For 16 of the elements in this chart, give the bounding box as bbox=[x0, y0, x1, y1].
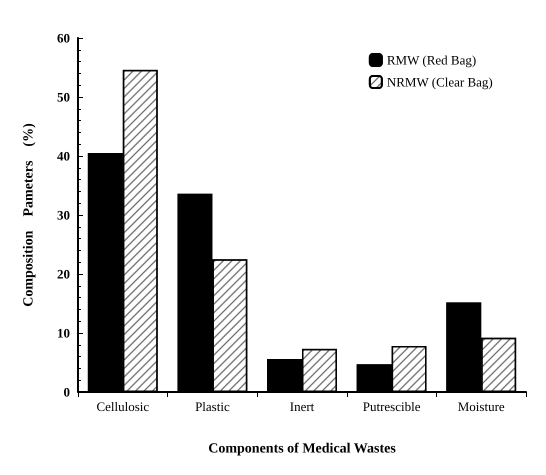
y-axis-title: Composition Pameters (%) bbox=[22, 122, 36, 307]
y-tick-label: 20 bbox=[57, 266, 70, 282]
x-tick-label: Plastic bbox=[195, 399, 230, 414]
x-tick-label: Moisture bbox=[458, 399, 505, 414]
legend-label: RMW (Red Bag) bbox=[386, 52, 476, 68]
y-tick-label: 10 bbox=[57, 326, 70, 340]
y-tick-label: 50 bbox=[57, 90, 70, 104]
y-tick-label: 0 bbox=[64, 384, 70, 400]
x-axis-title: Components of Medical Wastes bbox=[208, 442, 396, 456]
y-tick-label: 30 bbox=[57, 208, 70, 222]
x-tick-label: Inert bbox=[290, 399, 315, 414]
legend-label: NRMW (Clear Bag) bbox=[386, 74, 493, 90]
y-tick-label: 40 bbox=[57, 148, 70, 164]
y-tick-label: 60 bbox=[57, 30, 70, 46]
x-tick-label: Putrescible bbox=[362, 399, 421, 414]
x-tick-label: Cellulosic bbox=[96, 399, 150, 414]
